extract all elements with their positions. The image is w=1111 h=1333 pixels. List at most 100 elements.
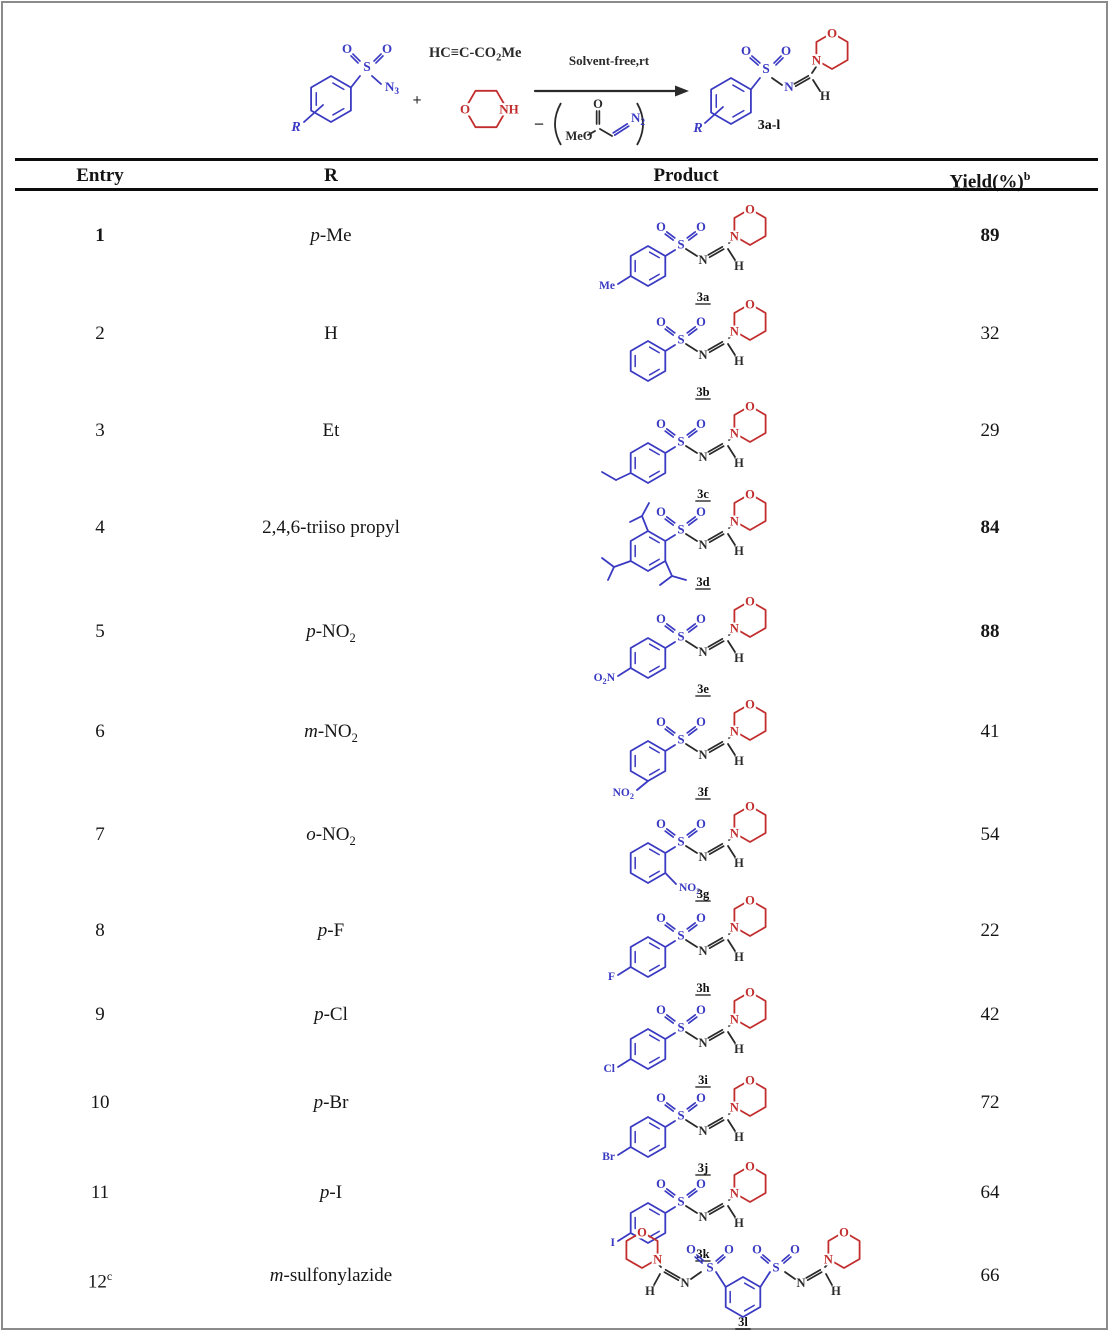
svg-text:NO2: NO2 <box>679 882 700 896</box>
svg-text:O: O <box>656 315 666 329</box>
svg-text:N: N <box>730 621 739 635</box>
svg-text:O: O <box>724 1243 734 1257</box>
svg-text:O: O <box>696 220 706 234</box>
svg-text:Cl: Cl <box>604 1063 616 1075</box>
svg-text:O: O <box>752 1243 762 1257</box>
svg-text:O: O <box>696 911 706 925</box>
r-group-cell: 2,4,6-triiso propyl <box>262 517 400 538</box>
svg-text:N: N <box>812 52 822 67</box>
svg-text:NH: NH <box>499 101 519 116</box>
svg-text:N: N <box>698 450 707 464</box>
svg-text:H: H <box>820 88 830 103</box>
svg-text:N: N <box>698 1124 707 1138</box>
alkyne-label: HC≡C-CO2Me <box>429 45 522 63</box>
svg-text:−: − <box>534 114 544 134</box>
entry-cell: 7 <box>95 824 105 845</box>
svg-text:H: H <box>734 856 744 870</box>
column-header-product: Product <box>653 165 719 186</box>
yield-cell: 54 <box>980 824 1000 845</box>
svg-text:N: N <box>730 1100 739 1114</box>
svg-text:S: S <box>677 629 684 644</box>
svg-text:O: O <box>696 315 706 329</box>
svg-text:O: O <box>745 799 755 813</box>
column-header-entry: Entry <box>76 165 124 186</box>
entry-cell: 2 <box>95 323 105 344</box>
reactant-sulfonyl-azide: SO O N3 R <box>290 41 399 135</box>
svg-text:O: O <box>656 612 666 626</box>
svg-text:N: N <box>730 426 739 440</box>
yield-cell: 22 <box>980 920 1000 941</box>
svg-text:S: S <box>677 434 684 449</box>
entry-cell: 4 <box>95 517 105 538</box>
svg-text:H: H <box>734 456 744 470</box>
svg-text:O: O <box>460 101 470 116</box>
entry-cell: 3 <box>95 420 105 441</box>
svg-text:S: S <box>677 332 684 347</box>
table-top-rule <box>15 158 1098 161</box>
svg-text:3b: 3b <box>696 385 709 399</box>
r-group-cell: p-I <box>319 1182 343 1203</box>
svg-text:S: S <box>677 834 684 849</box>
svg-text:O: O <box>686 1243 696 1257</box>
svg-text:O: O <box>656 715 666 729</box>
entry-cell: 1 <box>95 225 105 246</box>
svg-text:O: O <box>741 43 751 58</box>
svg-text:S: S <box>762 61 770 76</box>
svg-text:S: S <box>363 59 371 74</box>
svg-text:O: O <box>745 1159 755 1173</box>
entry-cell: 6 <box>95 721 105 742</box>
r-group-cell: p-Br <box>313 1092 349 1113</box>
svg-text:O: O <box>637 1225 647 1239</box>
r-group-cell: m-NO2 <box>304 721 358 745</box>
svg-text:S: S <box>677 237 684 252</box>
svg-text:3g: 3g <box>697 887 710 901</box>
entry-cell: 8 <box>95 920 105 941</box>
svg-text:O: O <box>781 43 791 58</box>
byproduct-diazoester: − MeO O N2 <box>534 97 645 146</box>
svg-text:N: N <box>784 79 794 94</box>
svg-text:O: O <box>656 1177 666 1191</box>
entry-cell: 5 <box>95 621 105 642</box>
svg-text:H: H <box>734 544 744 558</box>
svg-text:H: H <box>734 1042 744 1056</box>
svg-text:O: O <box>656 220 666 234</box>
svg-text:R: R <box>692 121 702 136</box>
yield-cell: 32 <box>980 323 1000 344</box>
svg-text:N: N <box>698 1210 707 1224</box>
svg-text:O: O <box>745 297 755 311</box>
svg-text:O: O <box>656 1003 666 1017</box>
r-group-cell: p-F <box>317 920 345 941</box>
svg-text:O2N: O2N <box>594 672 616 686</box>
svg-text:N: N <box>653 1252 662 1266</box>
svg-text:O: O <box>745 487 755 501</box>
entry-cell: 9 <box>95 1004 105 1025</box>
svg-text:N: N <box>730 920 739 934</box>
svg-text:O: O <box>745 893 755 907</box>
svg-text:O: O <box>696 505 706 519</box>
svg-text:3d: 3d <box>696 575 709 589</box>
svg-text:O: O <box>745 594 755 608</box>
svg-text:3j: 3j <box>698 1161 708 1175</box>
svg-text:N: N <box>698 748 707 762</box>
svg-text:3h: 3h <box>696 981 709 995</box>
svg-text:O: O <box>745 1073 755 1087</box>
yield-cell: 72 <box>980 1092 1000 1113</box>
r-group-cell: m-sulfonylazide <box>269 1265 393 1286</box>
r-group-cell: o-NO2 <box>306 824 356 848</box>
entry-cell: 10 <box>90 1092 110 1113</box>
svg-text:N: N <box>698 944 707 958</box>
svg-text:3a: 3a <box>697 290 710 304</box>
svg-text:N: N <box>730 514 739 528</box>
svg-text:O: O <box>656 417 666 431</box>
svg-text:F: F <box>608 971 615 983</box>
svg-text:O: O <box>696 715 706 729</box>
svg-text:S: S <box>677 1020 684 1035</box>
svg-text:O: O <box>382 41 392 56</box>
svg-text:O: O <box>696 612 706 626</box>
